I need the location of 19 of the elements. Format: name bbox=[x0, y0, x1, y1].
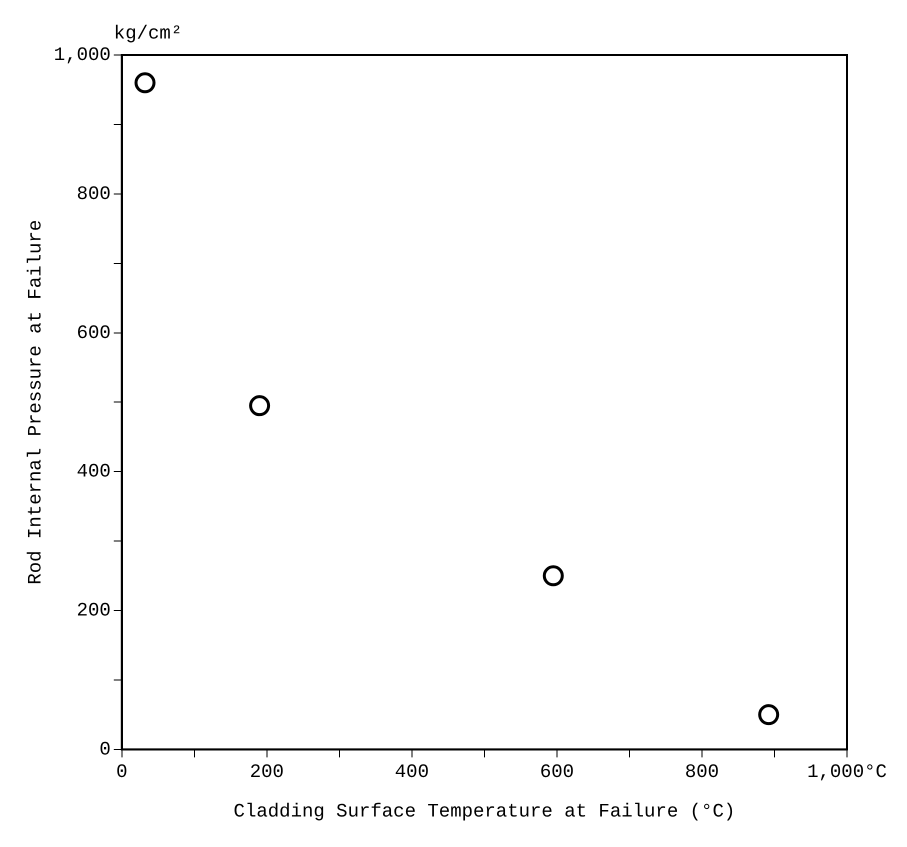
y-tick-label: 400 bbox=[76, 460, 111, 483]
point bbox=[249, 395, 270, 416]
y-tick-label: 0 bbox=[99, 738, 111, 760]
x-tick-label: 800 bbox=[684, 760, 720, 783]
y-tick-label: 800 bbox=[76, 182, 111, 205]
x-tick-label: 400 bbox=[394, 760, 429, 783]
x-axis-title: Cladding Surface Temperature at Failure (°C) bbox=[234, 800, 736, 823]
x-tick-label: 600 bbox=[540, 760, 574, 783]
point bbox=[758, 704, 780, 726]
point bbox=[542, 565, 564, 586]
text: kg/cm² bbox=[114, 22, 182, 45]
y-tick-label: 200 bbox=[76, 600, 111, 622]
y-axis-title: Rod Internal Pressure at Failure bbox=[24, 220, 46, 585]
y-tick-label: 1,000 bbox=[54, 44, 111, 66]
x-tick-label: 200 bbox=[250, 760, 284, 783]
x-tick-label: 0 bbox=[116, 760, 128, 783]
x-tick-label: 1,000°C bbox=[807, 760, 887, 783]
point bbox=[134, 72, 156, 94]
y-tick-label: 600 bbox=[76, 322, 111, 344]
